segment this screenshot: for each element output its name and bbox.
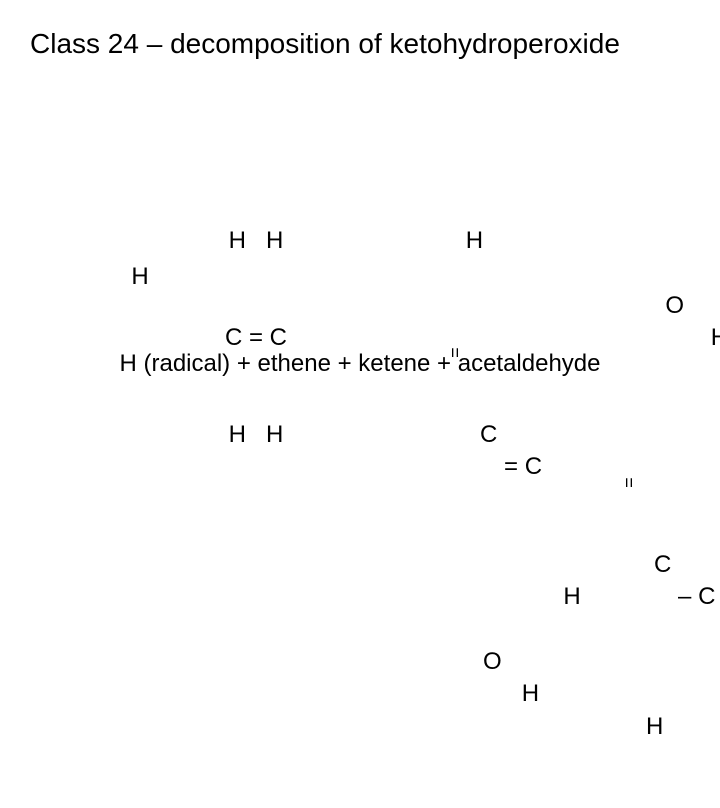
acet-bot: H (510, 711, 720, 743)
structures-row: H H H C = C H H H = C = C O H (0, 160, 720, 300)
molecule-h-radical: H (120, 196, 160, 358)
ketene-o-anchor: O (416, 613, 501, 710)
caption-ethene: ethene (258, 350, 331, 377)
caption-sep-2: + (331, 350, 358, 377)
acet-c1: = C (587, 484, 671, 614)
ethene-top: H H (225, 225, 287, 257)
slide-title: Class 24 – decomposition of ketohydroper… (30, 28, 620, 60)
caption-sep-3: + (430, 350, 457, 377)
caption-sep-1: + (230, 350, 257, 377)
acet-o-anchor: O (599, 257, 684, 354)
molecule-ethene: H H C = C H H (225, 160, 287, 516)
acet-dash: – (671, 583, 698, 610)
h-radical-mid: H (120, 261, 160, 293)
acet-c1-text: C (654, 551, 671, 578)
products-caption: H (radical) + ethene + ketene + acetalde… (0, 350, 720, 378)
slide: Class 24 – decomposition of ketohydroper… (0, 0, 720, 540)
acet-c2: C (698, 583, 715, 610)
acet-mid: H = C – C H (510, 452, 720, 646)
ketene-o: O (483, 648, 502, 675)
caption-h-radical: H (radical) (119, 350, 230, 377)
double-bond-icon: = (617, 477, 641, 487)
ketene-c-left: C (480, 421, 497, 448)
ethene-bot: H H (225, 419, 287, 451)
caption-ketene: ketene (358, 350, 430, 377)
acet-h-right: H (715, 583, 720, 610)
acet-o: O (665, 292, 684, 319)
caption-acetaldehyde: acetaldehyde (458, 350, 601, 377)
molecule-acetaldehyde: H O H H = C – C H H (510, 160, 720, 808)
acet-top-right: H (684, 324, 720, 351)
acet-h-left: H (563, 583, 587, 610)
